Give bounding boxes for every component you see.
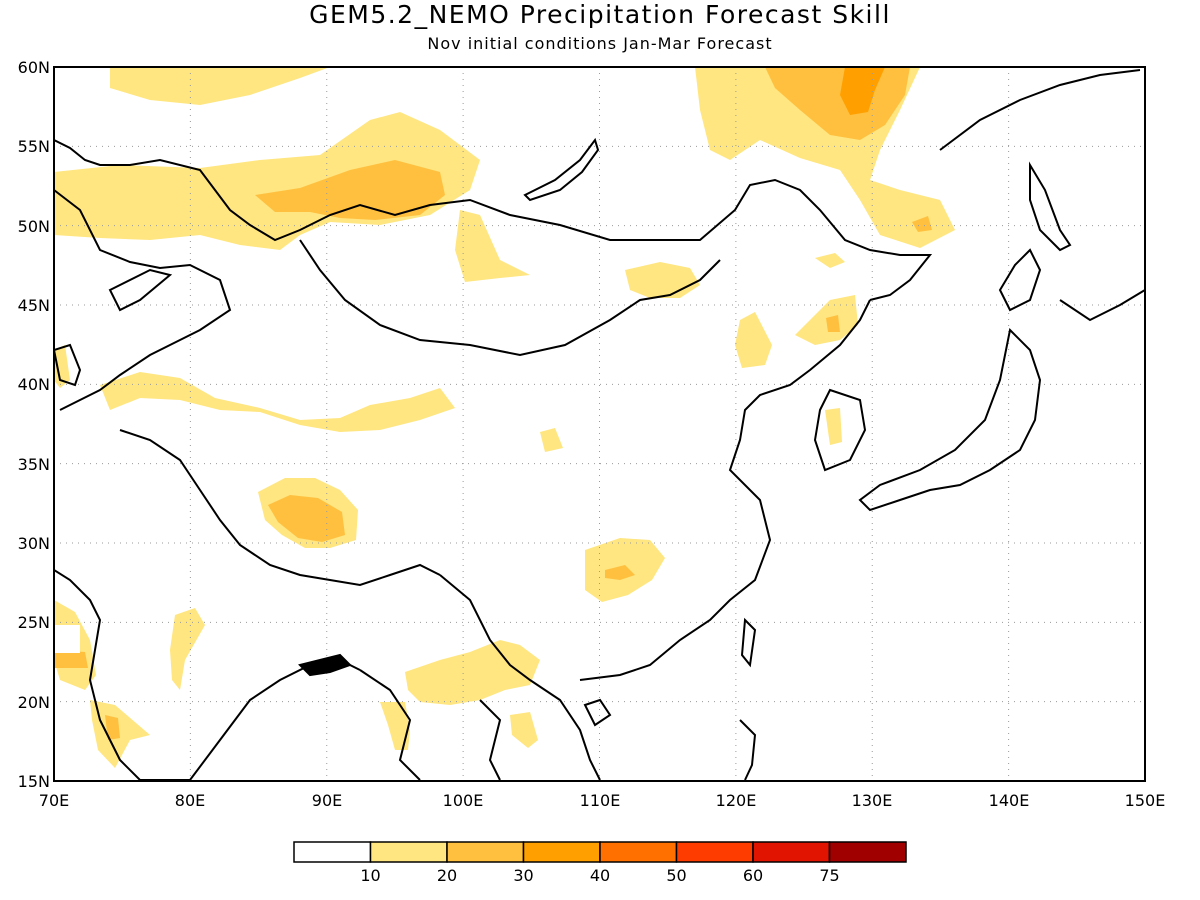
lat-label: 55N	[18, 137, 50, 156]
skill-region-indus-core	[54, 650, 88, 668]
longitude-labels: 70E 80E 90E 100E 110E 120E 130E 140E 150…	[39, 791, 1166, 810]
map-subtitle: Nov initial conditions Jan-Mar Forecast	[427, 34, 773, 53]
lat-label: 50N	[18, 217, 50, 236]
skill-region-india-west	[90, 700, 150, 768]
lat-label: 15N	[18, 772, 50, 791]
colorbar-label: 10	[360, 866, 380, 885]
colorbar-swatch	[752, 841, 831, 863]
lat-label: 35N	[18, 455, 50, 474]
skill-region-inner-mongolia	[625, 262, 700, 298]
map-title: GEM5.2_NEMO Precipitation Forecast Skill	[309, 0, 891, 29]
lon-label: 90E	[312, 791, 342, 810]
lat-label: 20N	[18, 693, 50, 712]
skill-region-guizhou-core	[605, 565, 635, 580]
missing-data-patch	[54, 625, 80, 653]
lon-label: 150E	[1125, 791, 1166, 810]
colorbar-label: 20	[437, 866, 457, 885]
colorbar-swatch	[522, 841, 601, 863]
lon-label: 120E	[716, 791, 757, 810]
skill-region-siberia-west	[110, 67, 330, 105]
lon-label: 70E	[39, 791, 69, 810]
map-frame	[53, 66, 1146, 782]
colorbar-label: 50	[666, 866, 686, 885]
lat-label: 40N	[18, 375, 50, 394]
skill-region-kazakh-core	[255, 160, 445, 220]
colorbar-swatch	[446, 841, 525, 863]
lon-label: 130E	[852, 791, 893, 810]
colorbar-swatch	[599, 841, 678, 863]
skill-region-korea	[825, 408, 842, 445]
skill-region-india-central	[170, 608, 205, 690]
lon-label: 110E	[580, 791, 621, 810]
lat-label: 45N	[18, 296, 50, 315]
lat-label: 25N	[18, 613, 50, 632]
lat-label: 60N	[18, 58, 50, 77]
skill-region-altai	[455, 210, 530, 282]
skill-region-tibet-core	[268, 495, 345, 542]
skill-shading	[54, 67, 955, 768]
colorbar-label: 75	[819, 866, 839, 885]
skill-region-pakistan-edge	[54, 345, 70, 388]
skill-region-central-asia	[100, 372, 455, 432]
skill-region-sakhalin-dot	[912, 216, 932, 232]
colorbar-swatch	[675, 841, 754, 863]
colorbar-label: 60	[743, 866, 763, 885]
lon-label: 100E	[443, 791, 484, 810]
skill-region-myanmar	[380, 702, 410, 750]
colorbar-swatch	[293, 841, 372, 863]
skill-region-manchuria-dot	[815, 253, 845, 268]
skill-region-far-east-peak	[840, 67, 885, 115]
lat-label: 30N	[18, 534, 50, 553]
colorbar-swatch	[369, 841, 448, 863]
colorbar-swatch	[828, 841, 907, 863]
skill-region-gansu-dot	[540, 428, 563, 452]
colorbar-label: 40	[590, 866, 610, 885]
latitude-labels: 60N 55N 50N 45N 40N 35N 30N 25N 20N 15N	[18, 58, 50, 791]
skill-region-india-west-core	[105, 715, 120, 740]
skill-region-bohai-core	[826, 315, 840, 332]
colorbar: 10 20 30 40 50 60 75	[293, 841, 907, 885]
skill-region-laos	[510, 712, 538, 748]
skill-region-shanxi	[735, 312, 772, 368]
colorbar-label: 30	[513, 866, 533, 885]
lon-label: 80E	[175, 791, 205, 810]
coastlines	[54, 69, 1145, 781]
skill-region-indochina	[405, 640, 540, 705]
lon-label: 140E	[989, 791, 1030, 810]
